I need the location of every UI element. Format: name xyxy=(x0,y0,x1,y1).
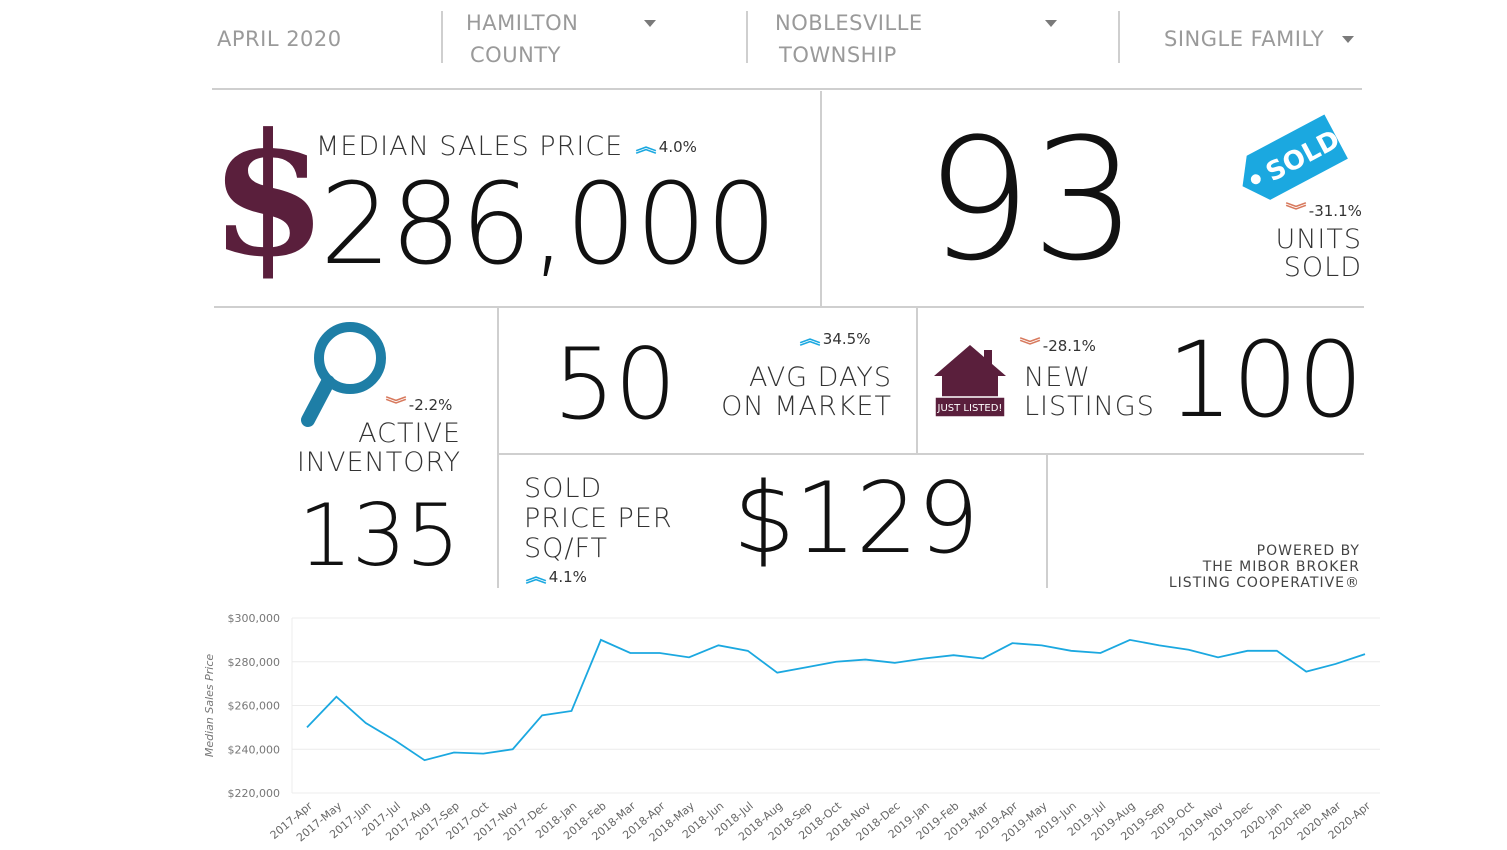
new-listings-label-line1: NEW xyxy=(1024,363,1155,392)
top-divider xyxy=(820,91,822,306)
units-sold-change: ︾ -31.1% xyxy=(1288,202,1362,220)
active-inventory-change: ︾ -2.2% xyxy=(388,396,452,414)
caret-down-icon[interactable] xyxy=(644,20,656,27)
inventory-divider xyxy=(497,308,499,588)
avg-days-label: AVG DAYS ON MARKET xyxy=(700,363,892,421)
units-sold-change-value: -31.1% xyxy=(1309,202,1362,220)
avg-days-label-line1: AVG DAYS xyxy=(700,363,892,392)
units-sold-label-line2: SOLD xyxy=(1200,254,1362,282)
median-sales-price-label: MEDIAN SALES PRICE xyxy=(316,131,623,162)
filter-divider xyxy=(746,11,748,63)
sqft-divider xyxy=(1046,455,1048,588)
new-listings-label: NEW LISTINGS xyxy=(1024,363,1155,421)
sold-tag-icon: SOLD! xyxy=(1222,102,1352,212)
new-listings-change: ︾ -28.1% xyxy=(1022,337,1096,355)
house-sign-text: JUST LISTED! xyxy=(937,403,1003,414)
filter-divider xyxy=(441,11,443,63)
property-type-label: SINGLE FAMILY xyxy=(1164,23,1364,55)
units-sold-label-line1: UNITS xyxy=(1200,226,1362,254)
chevron-down-icon: ︾ xyxy=(386,399,407,411)
house-sign-icon: JUST LISTED! xyxy=(930,342,1010,422)
days-divider xyxy=(916,308,918,453)
new-listings-value: 100 xyxy=(1167,322,1363,438)
active-inventory-value: 135 xyxy=(298,486,459,586)
chart-y-tick-label: $220,000 xyxy=(228,787,281,800)
chart-y-tick-label: $280,000 xyxy=(228,656,281,669)
county-filter-line2: COUNTY xyxy=(466,39,666,71)
chart-series-line xyxy=(307,640,1365,760)
sqft-label: SOLD PRICE PER SQ/FT xyxy=(524,474,673,564)
avg-days-value: 50 xyxy=(553,330,676,440)
county-filter[interactable]: HAMILTON COUNTY xyxy=(466,7,666,71)
median-sales-price-change-value: 4.0% xyxy=(659,138,697,156)
units-sold-label: UNITS SOLD xyxy=(1200,226,1362,282)
active-inventory-label: ACTIVE INVENTORY xyxy=(270,419,461,477)
median-price-chart: $220,000 $240,000 $260,000 $280,000 $300,000… xyxy=(195,600,1395,850)
active-inventory-label-line1: ACTIVE xyxy=(270,419,461,448)
caret-down-icon[interactable] xyxy=(1045,20,1057,27)
sqft-label-line3: SQ/FT xyxy=(524,534,673,564)
sqft-label-line2: PRICE PER xyxy=(524,504,673,534)
powered-by-line1: POWERED BY xyxy=(1120,543,1360,559)
chevron-down-icon: ︾ xyxy=(1286,205,1307,217)
period-filter: APRIL 2020 xyxy=(217,23,342,55)
township-filter[interactable]: NOBLESVILLE TOWNSHIP xyxy=(775,7,1075,71)
chevron-up-icon: ︽ xyxy=(636,141,657,153)
property-type-filter[interactable]: SINGLE FAMILY xyxy=(1164,23,1364,57)
middle-divider xyxy=(214,306,1364,308)
magnifier-icon xyxy=(298,320,394,430)
sqft-change: ︽ 4.1% xyxy=(528,568,587,586)
avg-days-label-line2: ON MARKET xyxy=(700,392,892,421)
sqft-value: $129 xyxy=(733,463,978,575)
filter-divider xyxy=(1118,11,1120,63)
chart-y-tick-label: $260,000 xyxy=(228,700,281,713)
avg-days-change-value: 34.5% xyxy=(823,330,871,348)
caret-down-icon[interactable] xyxy=(1342,36,1354,43)
township-filter-line1: NOBLESVILLE xyxy=(775,7,1075,39)
lower-divider xyxy=(499,453,1364,455)
county-filter-line1: HAMILTON xyxy=(466,7,666,39)
avg-days-change: ︽ 34.5% xyxy=(802,330,870,348)
active-inventory-label-line2: INVENTORY xyxy=(270,448,461,477)
chart-y-tick-label: $240,000 xyxy=(228,743,281,756)
chevron-up-icon: ︽ xyxy=(526,571,547,583)
powered-by: POWERED BY THE MIBOR BROKER LISTING COOP… xyxy=(1120,543,1360,591)
new-listings-label-line2: LISTINGS xyxy=(1024,392,1155,421)
median-sales-price-change: ︽ 4.0% xyxy=(638,138,697,156)
chart-y-axis-label: Median Sales Price xyxy=(203,654,216,758)
sqft-change-value: 4.1% xyxy=(549,568,587,586)
units-sold-value: 93 xyxy=(925,105,1137,295)
header-divider xyxy=(212,88,1362,90)
new-listings-change-value: -28.1% xyxy=(1043,337,1096,355)
chevron-down-icon: ︾ xyxy=(1020,340,1041,352)
dollar-sign-icon: $ xyxy=(210,105,327,285)
powered-by-line2: THE MIBOR BROKER xyxy=(1120,559,1360,575)
sqft-label-line1: SOLD xyxy=(524,474,673,504)
chevron-up-icon: ︽ xyxy=(800,333,821,345)
active-inventory-change-value: -2.2% xyxy=(409,396,453,414)
chart-y-tick-label: $300,000 xyxy=(228,612,281,625)
powered-by-line3: LISTING COOPERATIVE® xyxy=(1120,575,1360,591)
median-sales-price-value: 286,000 xyxy=(320,160,776,290)
township-filter-line2: TOWNSHIP xyxy=(775,39,1075,71)
